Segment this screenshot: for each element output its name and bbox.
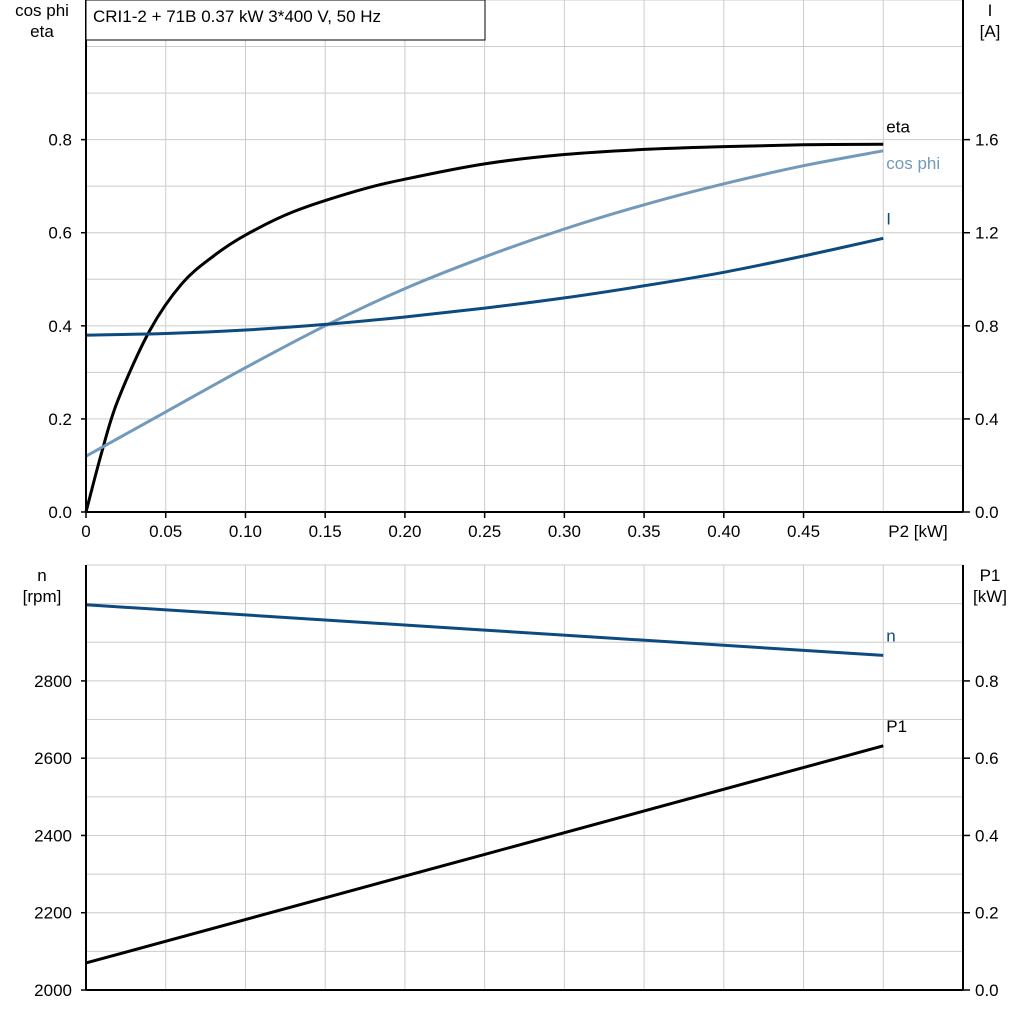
left-tick-label: 0.8 — [48, 131, 72, 150]
series-line-eta — [84, 142, 884, 513]
x-tick-label: 0.35 — [628, 522, 661, 541]
x-tick-label: 0.40 — [707, 522, 740, 541]
grid — [86, 0, 963, 990]
right-axis-label: I — [988, 1, 993, 20]
x-tick-label: 0.25 — [468, 522, 501, 541]
x-tick-label: 0 — [81, 522, 90, 541]
left-tick-label: 2400 — [34, 826, 72, 845]
series-label-eta: eta — [886, 117, 910, 136]
series-line-I — [85, 236, 884, 337]
axes — [81, 0, 970, 991]
right-tick-label: 0.4 — [975, 410, 999, 429]
labels: 0.0 0.2 0.4 0.6 0.8 0.0 0.4 0.8 1.2 1.6 cos phi eta… — [15, 1, 1007, 1000]
left-tick-label: 0.4 — [48, 317, 72, 336]
left-tick-label: 0.0 — [48, 503, 72, 522]
x-tick-label: 0.20 — [388, 522, 421, 541]
left-tick-label: 2600 — [34, 749, 72, 768]
x-tick-label: 0.15 — [309, 522, 342, 541]
left-tick-label: 0.6 — [48, 224, 72, 243]
series-label-P1: P1 — [886, 717, 907, 736]
right-tick-label: 0.0 — [975, 503, 999, 522]
series-line-P1 — [85, 744, 884, 965]
right-tick-label: 1.6 — [975, 131, 999, 150]
chart-title: CRI1-2 + 71B 0.37 kW 3*400 V, 50 Hz — [93, 7, 381, 26]
right-axis-label: [kW] — [973, 587, 1007, 606]
left-axis-label: n — [37, 566, 46, 585]
left-tick-label: 2800 — [34, 672, 72, 691]
series-line-cos-phi — [85, 149, 884, 458]
series-label-cos-phi: cos phi — [886, 154, 940, 173]
left-tick-label: 0.2 — [48, 410, 72, 429]
right-tick-label: 0.6 — [975, 749, 999, 768]
right-tick-label: 0.0 — [975, 981, 999, 1000]
right-tick-label: 0.2 — [975, 904, 999, 923]
left-tick-label: 2200 — [34, 904, 72, 923]
left-tick-label: 2000 — [34, 981, 72, 1000]
left-axis-label: [rpm] — [23, 587, 62, 606]
x-tick-label: 0.10 — [229, 522, 262, 541]
series — [84, 142, 884, 965]
x-axis-label: P2 [kW] — [888, 522, 948, 541]
left-axis-label: eta — [30, 22, 54, 41]
series-label-I: I — [886, 209, 891, 228]
right-tick-label: 0.8 — [975, 672, 999, 691]
right-tick-label: 0.4 — [975, 826, 999, 845]
right-tick-label: 0.8 — [975, 317, 999, 336]
series-line-n — [85, 603, 884, 657]
x-tick-label: 0.05 — [149, 522, 182, 541]
left-axis-label: cos phi — [15, 1, 69, 20]
right-axis-label: P1 — [980, 566, 1001, 585]
x-tick-label: 0.30 — [548, 522, 581, 541]
right-axis-label: [A] — [980, 22, 1001, 41]
x-tick-label: 0.45 — [787, 522, 820, 541]
title-box: CRI1-2 + 71B 0.37 kW 3*400 V, 50 Hz — [85, 0, 486, 41]
series-label-n: n — [886, 626, 895, 645]
right-tick-label: 1.2 — [975, 224, 999, 243]
